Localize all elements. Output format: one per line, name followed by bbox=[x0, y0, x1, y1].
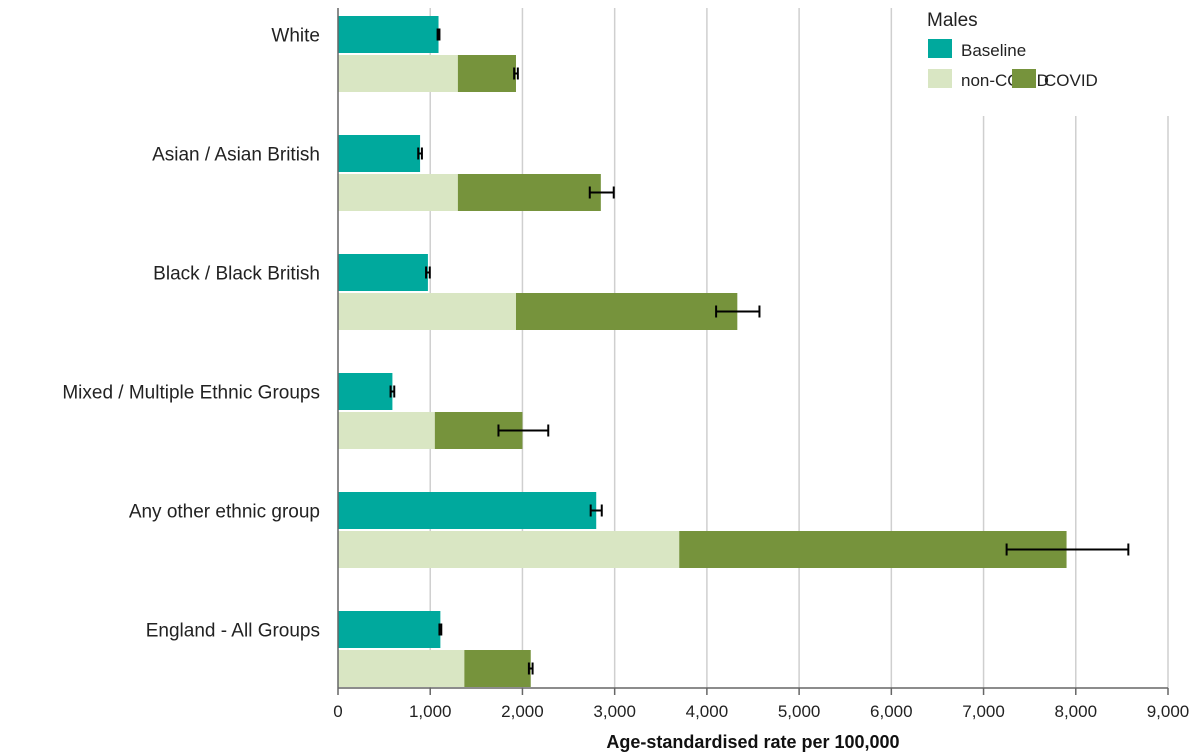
bar-baseline bbox=[338, 492, 597, 529]
bar-non-covid bbox=[338, 55, 458, 92]
category-label: England - All Groups bbox=[146, 621, 320, 642]
legend-swatch-covid bbox=[1012, 69, 1036, 88]
legend-label-baseline: Baseline bbox=[961, 41, 1026, 60]
error-bar bbox=[417, 147, 423, 160]
error-bar bbox=[438, 623, 443, 636]
error-bar bbox=[497, 424, 550, 437]
x-tick-label: 3,000 bbox=[593, 702, 636, 721]
bar-non-covid bbox=[338, 412, 435, 449]
bar-baseline bbox=[338, 16, 439, 53]
bar-baseline bbox=[338, 611, 441, 648]
error-bar bbox=[425, 266, 431, 279]
x-axis: 0 1,000 2,000 3,000 4,000 5,000 6,000 7,000 8,00… bbox=[333, 8, 1189, 721]
category-label: Mixed / Multiple Ethnic Groups bbox=[62, 383, 320, 404]
x-tick-label: 4,000 bbox=[686, 702, 729, 721]
legend-background bbox=[918, 4, 1178, 116]
bar-non-covid bbox=[338, 293, 516, 330]
error-bar bbox=[589, 504, 603, 517]
bar-baseline bbox=[338, 254, 428, 291]
x-tick-label: 8,000 bbox=[1055, 702, 1098, 721]
x-tick-label: 9,000 bbox=[1147, 702, 1190, 721]
x-tick-label: 5,000 bbox=[778, 702, 821, 721]
bar-covid bbox=[679, 531, 1067, 568]
x-tick-label: 0 bbox=[333, 702, 342, 721]
category-labels: White Asian / Asian British Black / Black … bbox=[62, 26, 320, 642]
bar-non-covid bbox=[338, 174, 458, 211]
error-bars bbox=[389, 28, 1130, 675]
error-bar bbox=[527, 662, 534, 675]
legend-label-covid: COVID bbox=[1044, 71, 1098, 90]
error-bar bbox=[389, 385, 396, 398]
x-tick-label: 6,000 bbox=[870, 702, 913, 721]
bar-baseline bbox=[338, 135, 421, 172]
x-tick-label: 2,000 bbox=[501, 702, 544, 721]
legend-swatch-non-covid bbox=[928, 69, 952, 88]
error-bar bbox=[588, 186, 615, 199]
legend-title: Males bbox=[927, 10, 978, 31]
category-label: Asian / Asian British bbox=[152, 145, 320, 166]
bar-covid bbox=[515, 293, 738, 330]
error-bar bbox=[1005, 543, 1130, 556]
bars bbox=[338, 16, 1067, 687]
error-bar bbox=[715, 305, 761, 318]
legend: Males Baseline non-COVID COVID bbox=[918, 4, 1178, 116]
category-label: Any other ethnic group bbox=[129, 502, 320, 523]
bar-covid bbox=[457, 174, 601, 211]
legend-swatch-baseline bbox=[928, 39, 952, 58]
error-bar bbox=[513, 67, 519, 80]
bar-covid bbox=[457, 55, 516, 92]
bar-non-covid bbox=[338, 531, 680, 568]
gridlines bbox=[429, 8, 1169, 688]
category-label: Black / Black British bbox=[153, 264, 320, 285]
error-bar bbox=[436, 28, 441, 41]
bar-baseline bbox=[338, 373, 393, 410]
bar-non-covid bbox=[338, 650, 465, 687]
x-tick-label: 7,000 bbox=[962, 702, 1005, 721]
category-label: White bbox=[271, 26, 320, 47]
x-axis-title: Age-standardised rate per 100,000 bbox=[606, 732, 899, 752]
x-tick-label: 1,000 bbox=[409, 702, 452, 721]
bar-covid bbox=[464, 650, 531, 687]
